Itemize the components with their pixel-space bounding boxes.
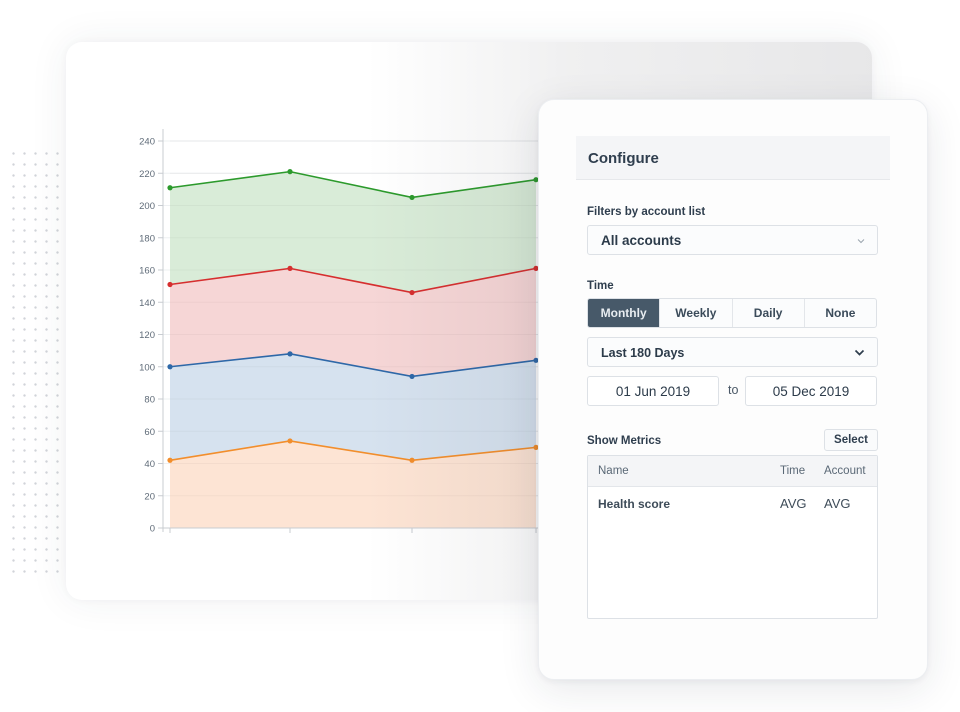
svg-text:120: 120 (139, 330, 155, 341)
time-range-value: Last 180 Days (601, 346, 685, 360)
account-filter-select[interactable]: All accounts (587, 225, 878, 255)
panel-header: Configure (576, 136, 890, 180)
svg-text:240: 240 (139, 137, 155, 148)
svg-text:200: 200 (139, 201, 155, 212)
metric-time-agg: AVG (780, 496, 807, 511)
metric-name: Health score (598, 497, 671, 511)
granularity-none-button[interactable]: None (803, 299, 876, 327)
svg-text:20: 20 (144, 491, 155, 502)
svg-text:40: 40 (144, 459, 155, 470)
configure-panel: Configure Filters by account list All ac… (538, 99, 928, 680)
chevron-down-icon (857, 239, 865, 244)
svg-text:140: 140 (139, 298, 155, 309)
time-granularity-toggle: Monthly Weekly Daily None (587, 298, 877, 328)
granularity-weekly-button[interactable]: Weekly (659, 299, 731, 327)
chevron-down-icon (854, 349, 865, 356)
svg-text:60: 60 (144, 427, 155, 438)
column-header-name: Name (598, 465, 629, 477)
metrics-table: Name Time Account Health score AVG AVG (587, 455, 878, 619)
time-label: Time (587, 280, 614, 292)
select-metrics-button[interactable]: Select (824, 429, 878, 451)
decorative-dot-grid (8, 148, 64, 578)
svg-text:160: 160 (139, 266, 155, 277)
start-date-input[interactable]: 01 Jun 2019 (587, 376, 719, 406)
date-range-separator: to (728, 383, 739, 397)
panel-title: Configure (588, 150, 659, 167)
table-row[interactable]: Health score AVG AVG (588, 487, 877, 519)
svg-text:0: 0 (150, 524, 155, 535)
metric-account-agg: AVG (824, 496, 851, 511)
granularity-monthly-button[interactable]: Monthly (588, 299, 660, 327)
stacked-area-chart: 0 20 40 60 80 100 120 140 160 180 200 220 240 (139, 129, 872, 535)
show-metrics-label: Show Metrics (587, 435, 662, 447)
end-date-input[interactable]: 05 Dec 2019 (745, 376, 877, 406)
column-header-account: Account (824, 465, 866, 477)
granularity-daily-button[interactable]: Daily (731, 299, 804, 327)
table-header: Name Time Account (588, 456, 877, 487)
time-range-select[interactable]: Last 180 Days (587, 337, 878, 367)
filter-label: Filters by account list (587, 206, 706, 218)
svg-text:220: 220 (139, 169, 155, 180)
svg-text:100: 100 (139, 362, 155, 373)
svg-text:180: 180 (139, 233, 155, 244)
account-filter-value: All accounts (601, 233, 682, 248)
svg-text:80: 80 (144, 395, 155, 406)
column-header-time: Time (780, 465, 806, 477)
